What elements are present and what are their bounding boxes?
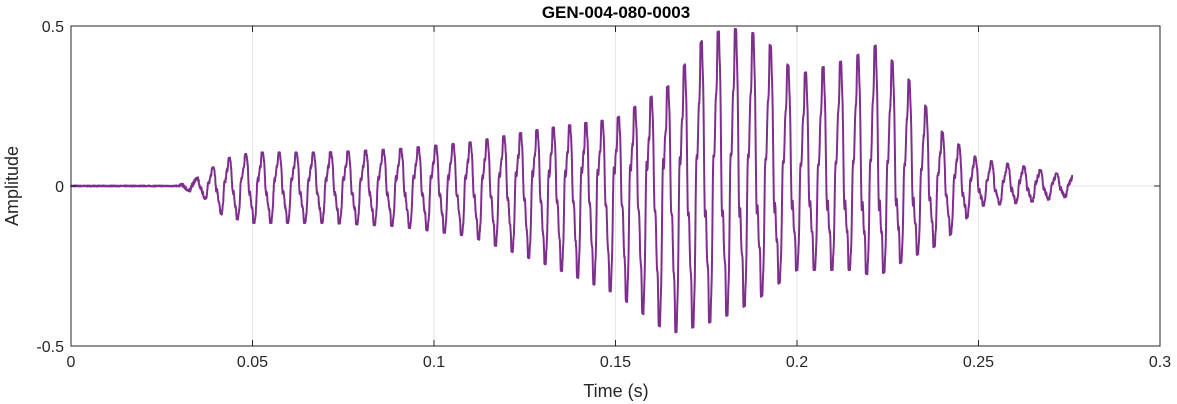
y-tick-label: 0 <box>55 179 64 196</box>
x-tick-label: 0.05 <box>237 354 268 371</box>
x-axis-label: Time (s) <box>583 381 648 401</box>
waveform-line <box>70 27 1074 334</box>
x-tick-label: 0.1 <box>423 354 445 371</box>
x-tick-label: 0 <box>67 354 76 371</box>
chart-title: GEN-004-080-0003 <box>542 3 690 22</box>
series-waveform <box>70 27 1074 334</box>
y-tick-label: -0.5 <box>36 339 64 356</box>
ticks: 0 0.05 0.1 0.15 0.2 0.25 0.3-0.500.5 <box>36 19 1171 371</box>
y-tick-label: 0.5 <box>42 19 64 36</box>
y-axis-label: Amplitude <box>2 146 22 226</box>
x-tick-label: 0.2 <box>786 354 808 371</box>
x-tick-label: 0.15 <box>600 354 631 371</box>
x-tick-label: 0.25 <box>963 354 994 371</box>
grid <box>71 26 1160 346</box>
x-tick-label: 0.3 <box>1149 354 1171 371</box>
